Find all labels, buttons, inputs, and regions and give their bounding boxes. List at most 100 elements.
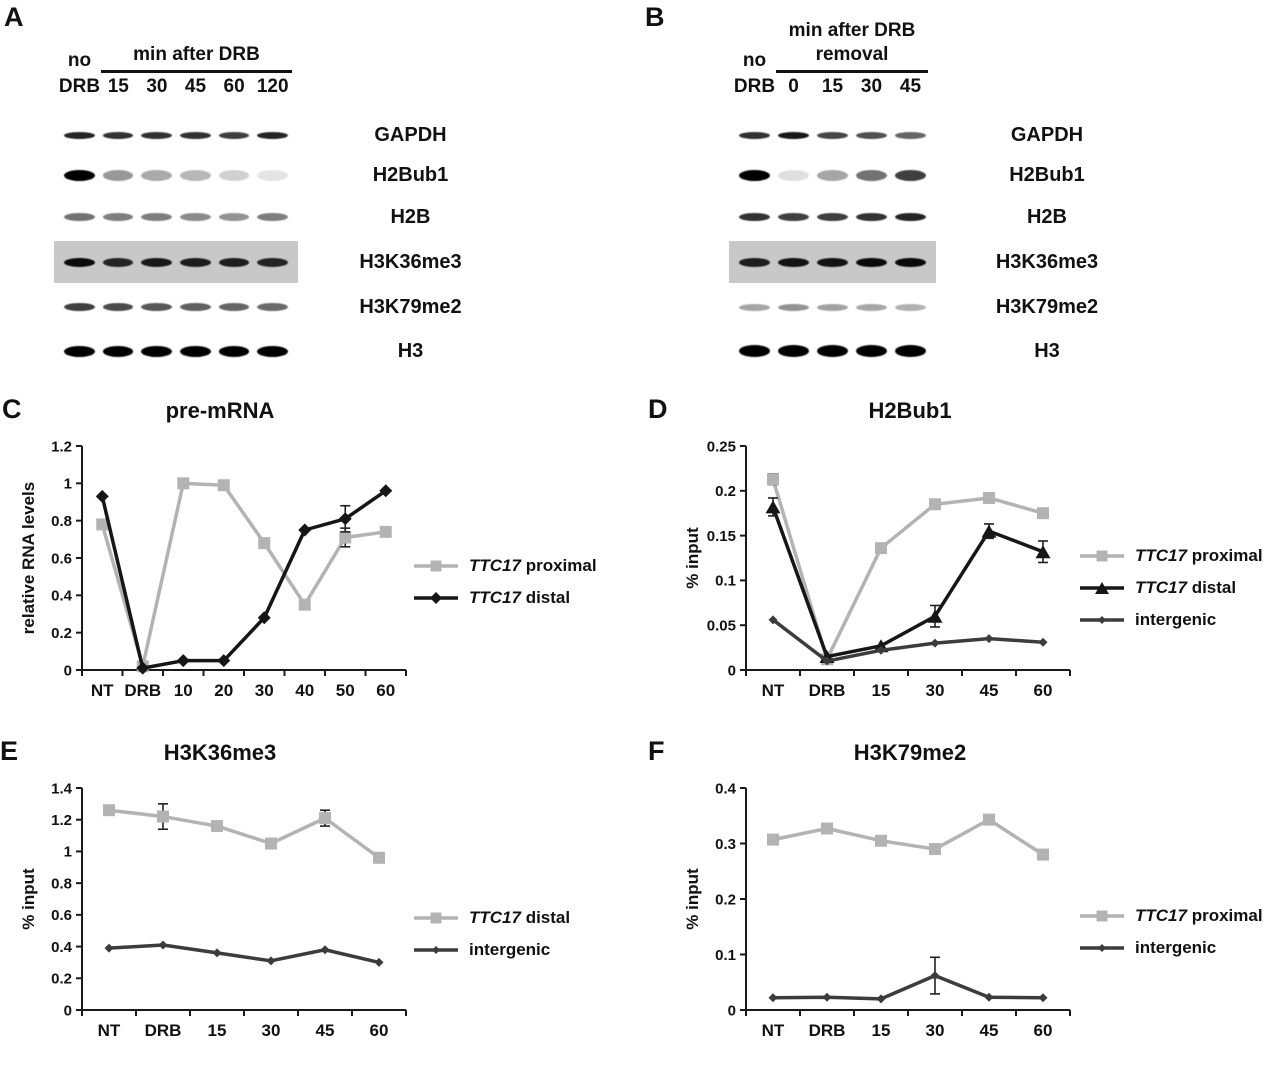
- blot-band: [816, 169, 849, 181]
- legend-label: intergenic: [1135, 610, 1217, 629]
- no-drb-label-line2: DRB: [58, 76, 101, 97]
- data-point-marker-intergenic: [158, 940, 168, 950]
- blot-band: [179, 169, 211, 181]
- y-tick-label: 0.1: [715, 573, 736, 590]
- panel-label-a: A: [4, 2, 24, 32]
- legend-label: TTC17 proximal: [469, 556, 597, 575]
- blot-band: [777, 257, 810, 267]
- x-tick-label: NT: [762, 1021, 785, 1040]
- blot-band: [738, 213, 771, 221]
- header-underline: [101, 70, 292, 73]
- y-tick-label: 1.2: [51, 812, 72, 829]
- legend-item-ttc17-proximal: TTC17 proximal: [1078, 906, 1263, 926]
- chart-legend: TTC17 distal intergenic: [412, 908, 570, 960]
- blot-band: [894, 131, 927, 139]
- blot-band: [257, 345, 289, 357]
- blot-row-label: H2B: [1026, 206, 1067, 228]
- blot-row-label: H3K79me2: [995, 296, 1099, 318]
- y-tick-label: 0.8: [51, 875, 72, 892]
- blot-band: [102, 131, 134, 139]
- blot-band: [855, 131, 888, 139]
- chart-title: H3K36me3: [163, 740, 277, 765]
- no-drb-label-line2: DRB: [733, 76, 776, 97]
- panel-b-western-blot: B no DRB min after DRB removal 0 15 30 45 G…: [640, 0, 1280, 390]
- blot-row-label: H2B: [390, 206, 431, 228]
- blot-band: [894, 345, 927, 357]
- data-point-marker-ttc17-distal: [103, 804, 115, 817]
- data-point-marker-ttc17-distal: [373, 851, 385, 864]
- blot-band: [141, 131, 173, 139]
- blot-band: [257, 257, 289, 267]
- y-tick-label: 0: [64, 662, 72, 679]
- data-point-marker-intergenic: [768, 615, 778, 625]
- blot-band: [894, 169, 927, 181]
- data-point-marker-ttc17-proximal: [339, 531, 352, 544]
- series-line-ttc17-distal: [771, 506, 1044, 659]
- lane-time-labels: 0 15 30 45: [774, 76, 930, 98]
- legend-marker: [1096, 910, 1108, 922]
- no-drb-label-line1: no: [67, 50, 92, 71]
- legend-item-ttc17-distal: TTC17 distal: [412, 588, 597, 608]
- chart-canvas: 0 0.2 0.4 0.6 0.8 1 1.2 1.4 NT DRB 15 30 45 60 % input: [19, 780, 407, 1040]
- y-axis-label: % input: [683, 868, 702, 930]
- x-tick-label: 60: [370, 1021, 389, 1040]
- data-point-marker-ttc17-proximal: [298, 598, 311, 611]
- chart-title: H2Bub1: [868, 398, 952, 423]
- timecourse-header: min after DRB: [133, 44, 260, 65]
- data-point-marker-ttc17-proximal: [929, 843, 941, 856]
- data-point-marker-ttc17-distal: [217, 654, 231, 668]
- blot-band: [63, 131, 95, 139]
- y-tick-label: 0: [728, 662, 736, 679]
- x-tick-label: 50: [336, 681, 355, 700]
- header-underline: [776, 70, 928, 73]
- blot-band: [777, 213, 810, 221]
- legend-item-intergenic: intergenic: [412, 940, 570, 960]
- data-point-marker-ttc17-proximal: [1037, 507, 1049, 520]
- x-tick-label: 10: [174, 681, 193, 700]
- blot-band: [179, 213, 211, 221]
- blot-band: [777, 345, 810, 357]
- data-point-marker-intergenic: [374, 957, 384, 967]
- blot-band: [777, 303, 810, 311]
- legend-marker: [432, 946, 440, 954]
- data-point-marker-intergenic: [768, 993, 778, 1003]
- blot-band: [777, 131, 810, 139]
- series-line-ttc17-distal: [100, 489, 387, 670]
- legend-label: intergenic: [469, 940, 551, 959]
- blot-band: [179, 345, 211, 357]
- blot-band: [141, 257, 173, 267]
- legend-label: TTC17 distal: [469, 908, 571, 927]
- blot-band: [218, 169, 250, 181]
- x-tick-label: 60: [376, 681, 395, 700]
- series-line-ttc17-distal: [108, 808, 381, 860]
- no-drb-label-line1: no: [742, 50, 767, 71]
- blot-band: [102, 213, 134, 221]
- legend-marker-swatch: [1080, 616, 1124, 624]
- x-tick-label: NT: [762, 681, 785, 700]
- legend-label: TTC17 distal: [1135, 578, 1237, 597]
- y-tick-label: 1.4: [51, 780, 73, 797]
- data-point-marker-intergenic: [876, 645, 886, 655]
- blot-band: [257, 213, 289, 221]
- legend-marker-swatch: [414, 592, 458, 604]
- blot-band: [738, 169, 771, 181]
- panel-label-d: D: [648, 394, 668, 424]
- x-tick-label: 15: [208, 1021, 227, 1040]
- chart-legend: TTC17 proximal TTC17 distal intergenic: [1078, 546, 1263, 630]
- legend-label: TTC17 proximal: [1135, 546, 1263, 565]
- lane-time-label: 15: [821, 76, 844, 97]
- panel-label-e: E: [0, 736, 19, 766]
- y-tick-label: 0.05: [707, 617, 736, 634]
- blot-band: [816, 345, 849, 357]
- y-tick-label: 0.1: [715, 947, 736, 964]
- timecourse-header-line1: min after DRB: [788, 20, 916, 41]
- timecourse-header-line2: removal: [815, 44, 889, 65]
- blot-band: [218, 213, 250, 221]
- data-point-marker-ttc17-distal: [95, 489, 109, 503]
- legend-marker-swatch: [1080, 944, 1124, 952]
- panel-label-f: F: [648, 736, 665, 766]
- blot-band: [63, 303, 95, 311]
- lane-time-label: 30: [860, 76, 883, 97]
- series-line-intergenic: [771, 618, 1044, 663]
